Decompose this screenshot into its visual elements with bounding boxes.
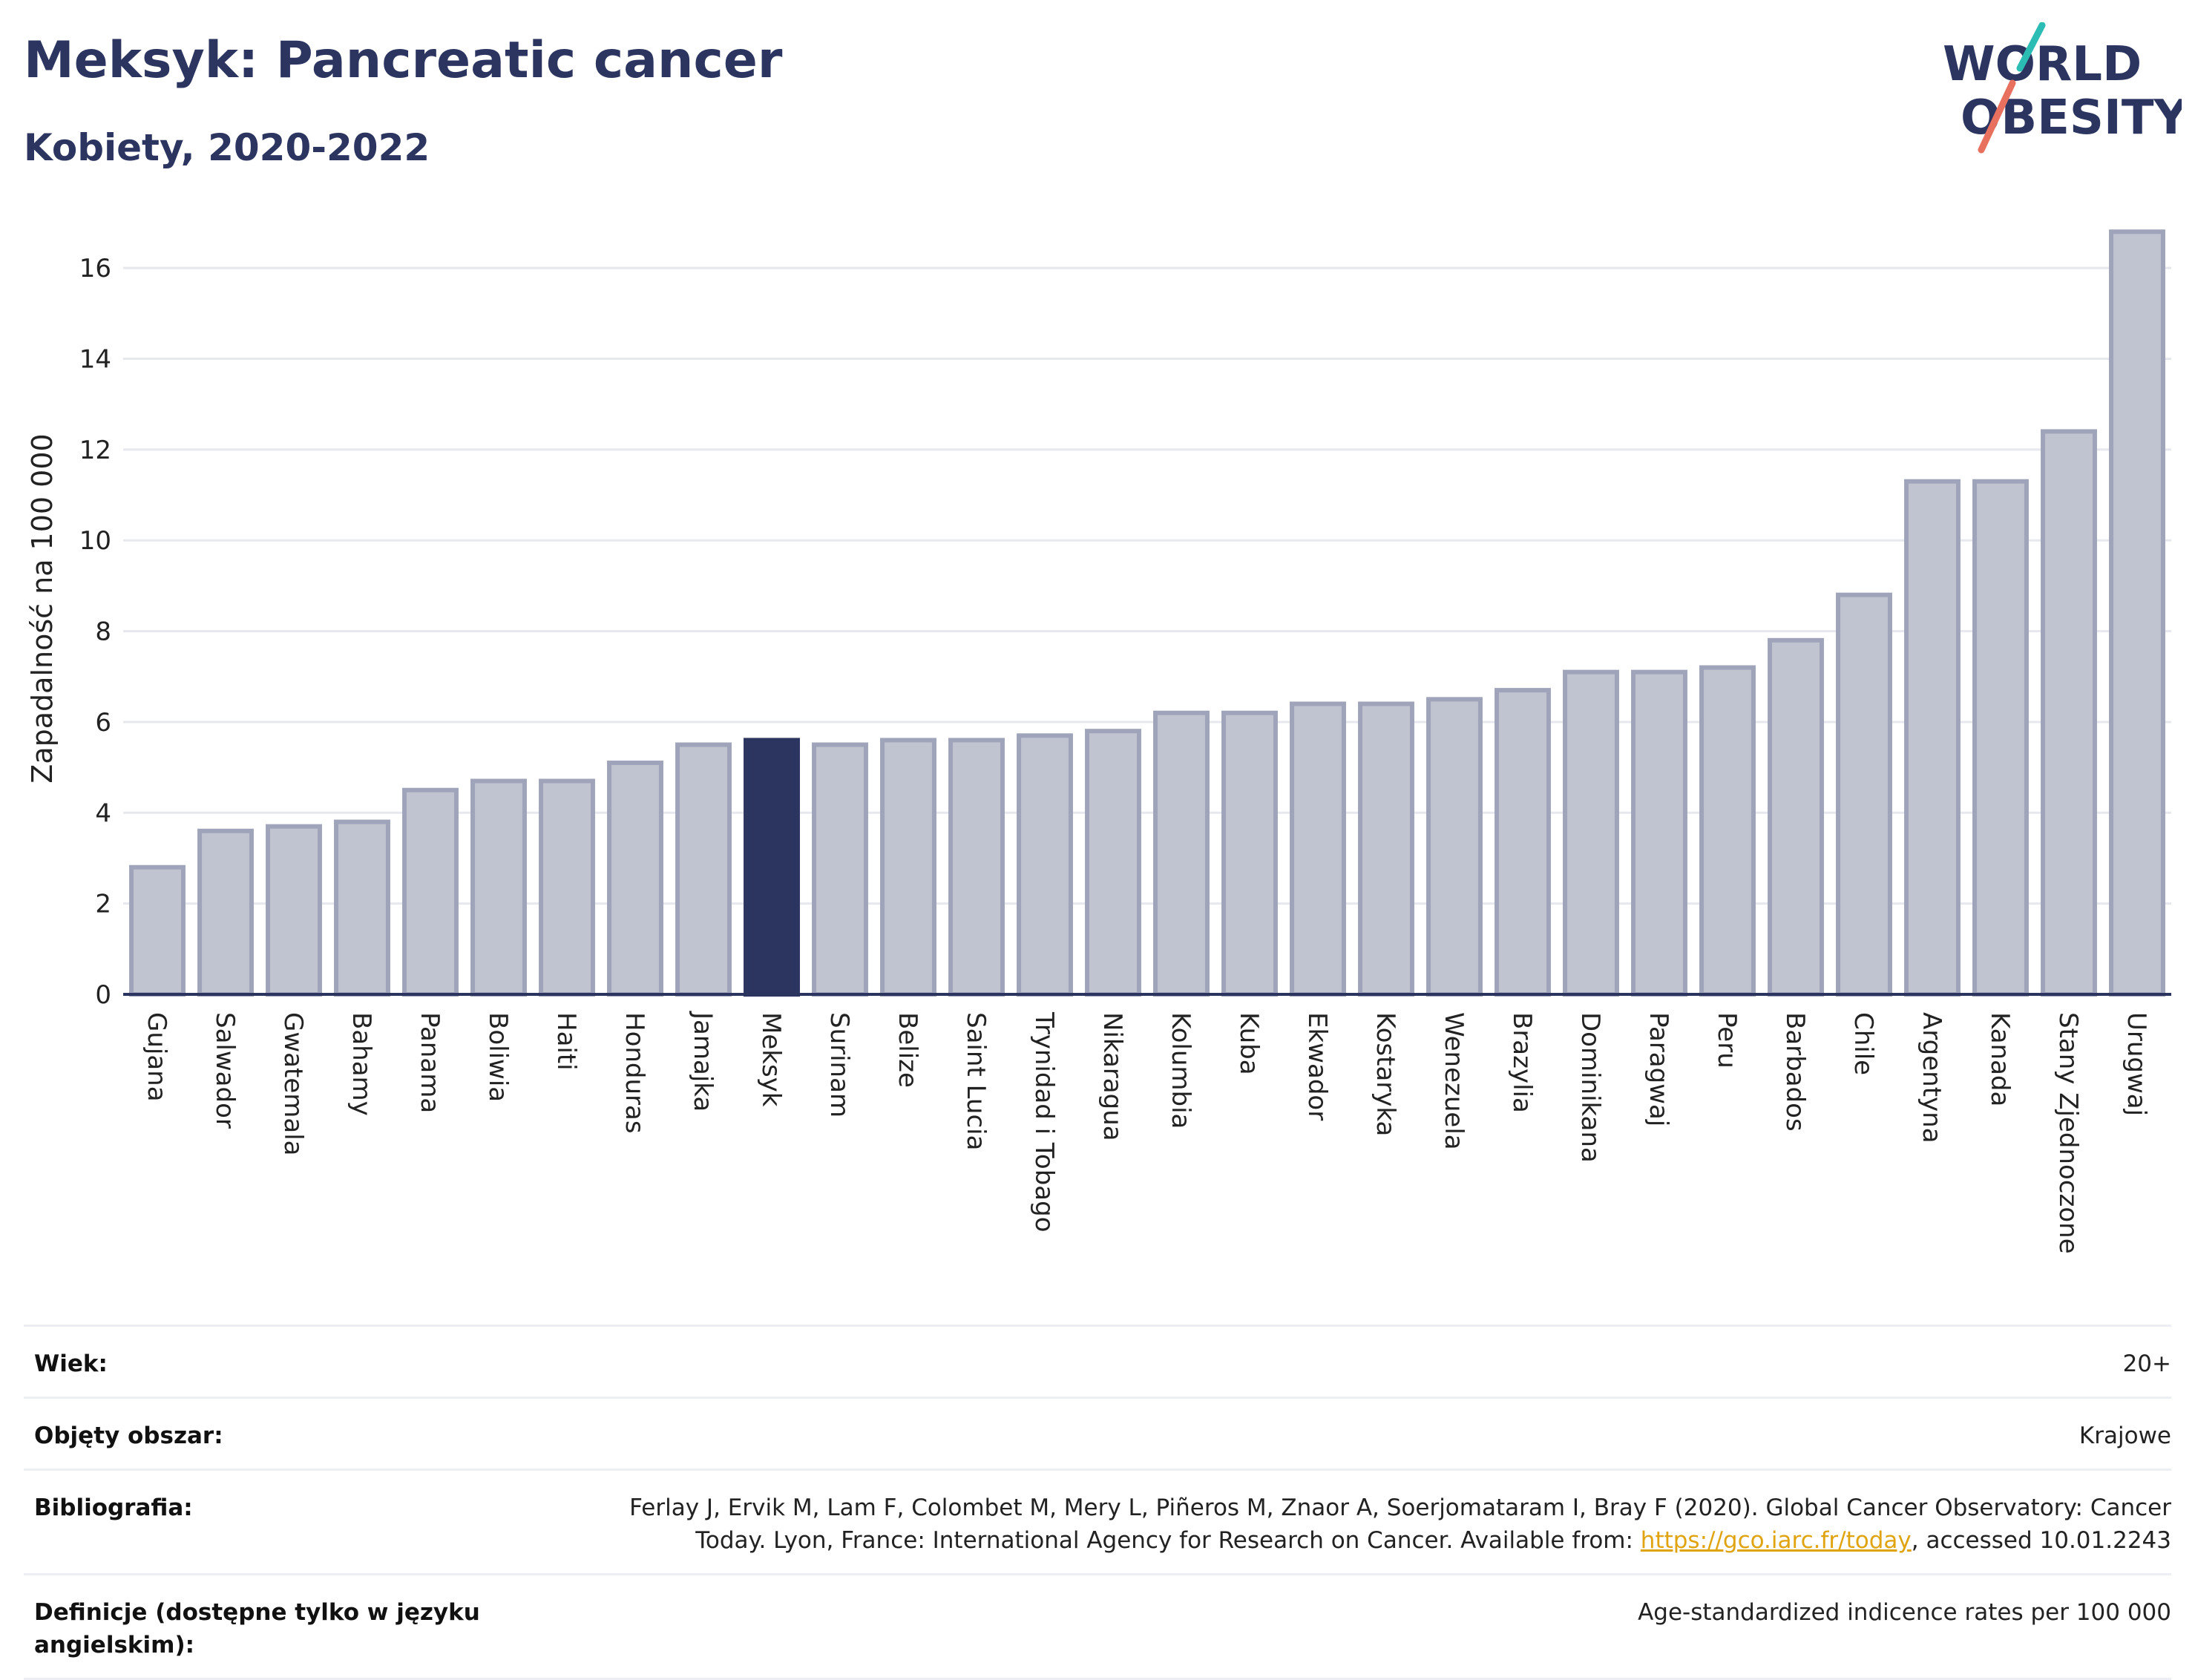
bar-kuba <box>1221 710 1278 997</box>
info-value-definitions: Age-standardized indicence rates per 100… <box>1638 1599 2171 1626</box>
page-subtitle: Kobiety, 2020-2022 <box>24 126 430 169</box>
info-row-definitions: Definicje (dostępne tylko w języku angie… <box>24 1573 2171 1680</box>
x-tick-label: Surinam <box>824 1012 854 1118</box>
bibliography-line2: Today. Lyon, France: International Agenc… <box>494 1524 2171 1557</box>
bar-chart: 0 2 4 6 8 10 12 14 16 Zapadalność na 100 000 Gujan… <box>26 229 2171 1254</box>
x-tick-label: Dominikana <box>1575 1012 1605 1163</box>
info-value-bibliography: Ferlay J, Ervik M, Lam F, Colombet M, Me… <box>494 1492 2171 1557</box>
info-label-bibliography: Bibliografia: <box>34 1494 193 1521</box>
bar-bahamy <box>334 819 390 997</box>
x-tick-label: Meksyk <box>756 1012 786 1107</box>
x-tick-label: Kuba <box>1234 1012 1264 1075</box>
y-tick-label: 10 <box>79 526 111 556</box>
x-tick-label: Ekwador <box>1302 1012 1332 1120</box>
y-tick-label: 2 <box>95 890 111 919</box>
y-tick-label: 4 <box>95 798 111 828</box>
bar-paragwaj <box>1631 669 1687 997</box>
x-tick-label: Bahamy <box>347 1012 376 1116</box>
bar-kanada <box>1972 479 2029 997</box>
x-tick-label: Jamajka <box>688 1011 718 1112</box>
x-tick-label: Wenezuela <box>1439 1012 1469 1150</box>
bar-brazylia <box>1494 688 1551 997</box>
bar-trynidad-i-tobago <box>1017 733 1073 997</box>
y-tick-label: 0 <box>95 980 111 1010</box>
bar-saint-lucia <box>948 738 1005 997</box>
bar-honduras <box>607 761 663 997</box>
bar-panama <box>402 787 459 997</box>
x-tick-label: Argentyna <box>1917 1012 1946 1143</box>
x-tick-label: Honduras <box>620 1012 649 1134</box>
logo-teal-stroke <box>2016 22 2046 72</box>
info-label-age: Wiek: <box>34 1351 108 1377</box>
bar-dominikana <box>1563 669 1619 997</box>
page-title: Meksyk: Pancreatic cancer <box>24 31 783 90</box>
bar-belize <box>880 738 936 997</box>
x-tick-label: Gwatemala <box>278 1012 308 1155</box>
info-label-area: Objęty obszar: <box>34 1423 223 1449</box>
x-tick-label: Gujana <box>142 1012 171 1102</box>
bar-salwador <box>197 828 254 997</box>
bibliography-line1: Ferlay J, Ervik M, Lam F, Colombet M, Me… <box>629 1494 2171 1521</box>
bar-kostaryka <box>1358 701 1414 997</box>
world-obesity-logo: WORLD OBESITY <box>1943 22 2182 154</box>
x-tick-label: Salwador <box>210 1012 240 1129</box>
bar-ekwador <box>1290 701 1346 997</box>
x-tick-label: Kanada <box>1985 1012 2015 1106</box>
x-tick-label: Kolumbia <box>1166 1012 1195 1129</box>
bar-stany-zjednoczone <box>2041 429 2097 997</box>
bibliography-link[interactable]: https://gco.iarc.fr/today <box>1640 1527 1912 1554</box>
x-tick-label: Trynidad i Tobago <box>1029 1011 1059 1233</box>
x-tick-label: Chile <box>1848 1012 1878 1075</box>
bibliography-line2-pre: Today. Lyon, France: International Agenc… <box>695 1527 1641 1554</box>
bar-chile <box>1836 592 1892 997</box>
bar-surinam <box>812 742 868 997</box>
y-tick-label: 8 <box>95 617 111 647</box>
info-row-age: Wiek: 20+ <box>24 1325 2171 1397</box>
info-table: Wiek: 20+ Objęty obszar: Krajowe Bibliog… <box>24 1325 2171 1680</box>
x-tick-label: Paragwaj <box>1644 1012 1673 1126</box>
logo-coral-stroke <box>1978 79 2016 154</box>
bar-gwatemala <box>266 824 322 997</box>
y-tick-label: 12 <box>79 436 111 465</box>
bar-jamajka <box>675 742 732 997</box>
bar-boliwia <box>470 778 527 997</box>
x-tick-label: Brazylia <box>1507 1012 1537 1113</box>
x-tick-label: Nikaragua <box>1098 1012 1127 1141</box>
x-tick-label: Panama <box>415 1012 444 1113</box>
x-tick-label: Peru <box>1712 1012 1742 1069</box>
bar-wenezuela <box>1426 697 1483 997</box>
info-value-area: Krajowe <box>2078 1423 2171 1449</box>
x-tick-label: Saint Lucia <box>961 1012 991 1150</box>
bar-argentyna <box>1904 479 1961 997</box>
bar-nikaragua <box>1085 729 1141 997</box>
y-tick-label: 6 <box>95 708 111 738</box>
bar-haiti <box>539 778 595 997</box>
x-tick-label: Stany Zjednoczone <box>2053 1012 2083 1254</box>
bar-barbados <box>1768 637 1824 997</box>
y-tick-label: 14 <box>79 345 111 375</box>
bibliography-line2-post: , accessed 10.01.2243 <box>1911 1527 2171 1554</box>
bar-kolumbia <box>1153 710 1210 997</box>
y-axis-label: Zapadalność na 100 000 <box>26 433 59 783</box>
x-tick-label: Urugwaj <box>2122 1012 2151 1116</box>
info-value-age: 20+ <box>2122 1351 2171 1377</box>
bar-urugwaj <box>2109 229 2165 997</box>
x-tick-label: Barbados <box>1780 1012 1810 1132</box>
x-tick-label: Belize <box>893 1012 922 1088</box>
y-tick-label: 16 <box>79 254 111 283</box>
bar-peru <box>1699 665 1756 997</box>
info-row-bibliography: Bibliografia: Ferlay J, Ervik M, Lam F, … <box>24 1469 2171 1573</box>
logo-line1: WORLD <box>1943 37 2142 92</box>
bar-gujana <box>129 864 186 997</box>
info-row-area: Objęty obszar: Krajowe <box>24 1397 2171 1469</box>
info-label-definitions: Definicje (dostępne tylko w języku angie… <box>34 1599 480 1658</box>
bar-meksyk <box>744 738 800 997</box>
x-tick-label: Kostaryka <box>1371 1012 1400 1136</box>
x-tick-label: Boliwia <box>483 1012 513 1102</box>
x-tick-label: Haiti <box>551 1012 581 1071</box>
